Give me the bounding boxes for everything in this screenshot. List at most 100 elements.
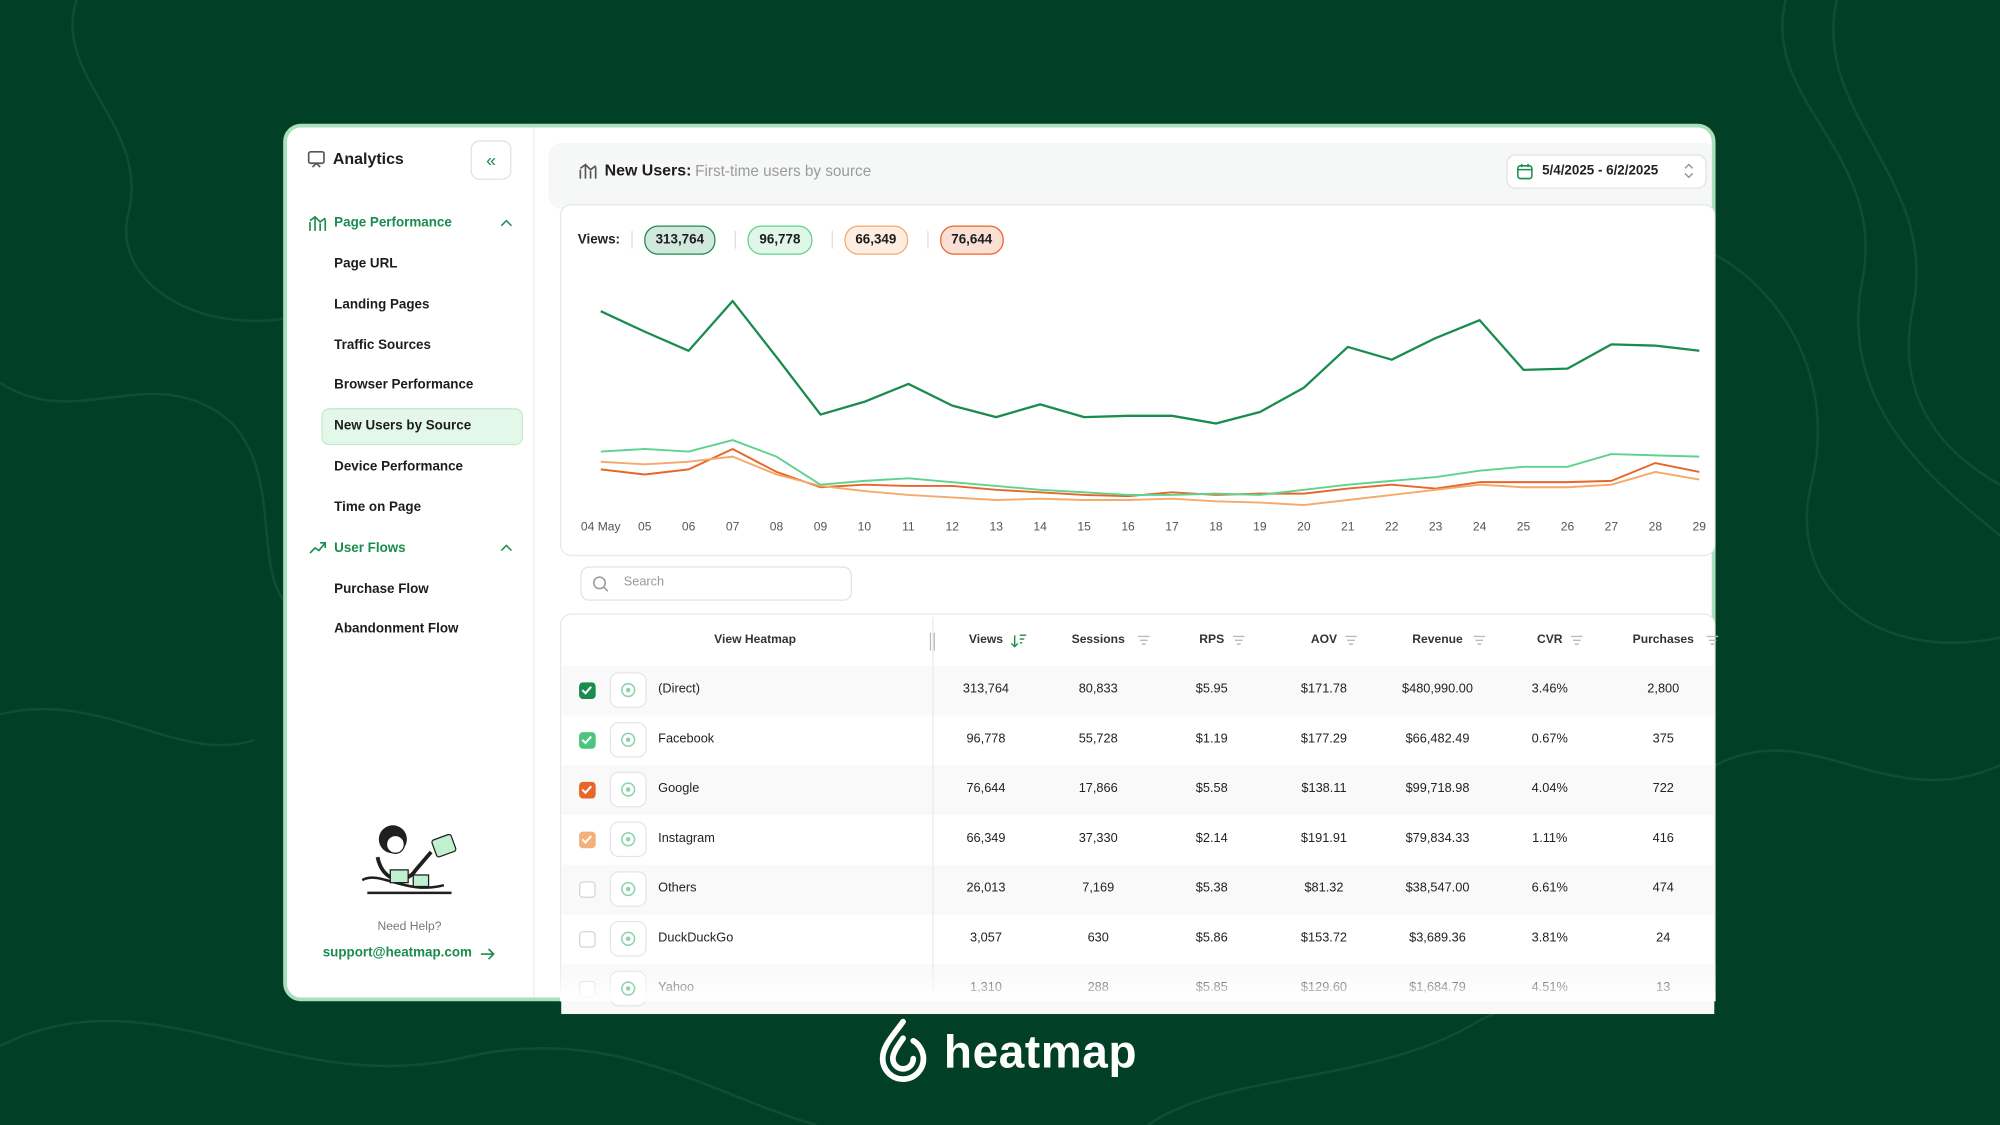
nav-item[interactable]: Abandonment Flow: [334, 621, 459, 637]
nav-item[interactable]: Device Performance: [334, 458, 463, 475]
brand-name: heatmap: [943, 1025, 1138, 1078]
section-header[interactable]: User Flows: [334, 539, 406, 556]
table-cell: 375: [1652, 732, 1674, 747]
nav-item[interactable]: Traffic Sources: [334, 337, 431, 353]
date-picker[interactable]: [1506, 154, 1707, 189]
heatmap-icon: [621, 732, 636, 747]
heatmap-icon: [621, 931, 636, 946]
nav-item[interactable]: Browser Performance: [334, 377, 474, 394]
x-tick-label: 06: [682, 520, 696, 534]
search-box[interactable]: [580, 566, 853, 601]
table-cell: 0.67%: [1531, 732, 1568, 747]
table-cell: 313,764: [962, 682, 1010, 697]
column-header[interactable]: Sessions: [1071, 632, 1125, 648]
column-header[interactable]: CVR: [1536, 632, 1563, 648]
legend-pill[interactable]: 66,349: [843, 225, 908, 255]
filter-icon: [1345, 635, 1357, 645]
x-tick-label: 07: [726, 520, 740, 534]
section-chevron: [500, 219, 513, 227]
table-cell: $5.38: [1195, 881, 1228, 896]
table-cell: 474: [1652, 881, 1674, 896]
support-email[interactable]: support@heatmap.com: [322, 944, 472, 961]
legend-pill[interactable]: 96,778: [747, 225, 812, 255]
table-cell: $5.86: [1195, 931, 1228, 946]
source-name: Facebook: [658, 732, 715, 747]
row-checkbox[interactable]: [578, 880, 596, 898]
table-cell: $3,689.36: [1409, 931, 1466, 946]
row-checkbox[interactable]: [578, 781, 596, 798]
row-checkbox[interactable]: [578, 731, 596, 749]
table-cell: 630: [1087, 931, 1109, 946]
sort-icon: [1010, 634, 1027, 648]
x-tick-label: 17: [1165, 520, 1179, 534]
table-cell: 37,330: [1078, 831, 1118, 846]
table-cell: $66,482.49: [1405, 732, 1470, 747]
row-stripe: [561, 665, 1715, 715]
resize-handle[interactable]: [929, 632, 935, 651]
column-header[interactable]: Purchases: [1632, 632, 1694, 648]
table-cell: 6.61%: [1531, 881, 1568, 896]
x-tick-label: 04 May: [581, 520, 622, 534]
column-header[interactable]: AOV: [1310, 632, 1338, 648]
table-cell: $480,990.00: [1402, 682, 1473, 697]
filter-icon: [1706, 635, 1719, 645]
x-tick-label: 11: [902, 520, 915, 534]
source-name: Instagram: [658, 831, 715, 846]
table-cell: $38,547.00: [1405, 881, 1470, 896]
page-subtitle: First-time users by source: [695, 161, 872, 180]
legend-pill[interactable]: 76,644: [939, 225, 1004, 255]
column-header[interactable]: Revenue: [1412, 632, 1463, 648]
table-cell: 96,778: [966, 732, 1006, 747]
heatmap-icon: [621, 832, 636, 847]
table-cell: 26,013: [966, 881, 1006, 896]
heatmap-button[interactable]: [609, 672, 647, 708]
x-tick-label: 12: [946, 520, 960, 534]
heatmap-icon-dot: [625, 687, 631, 693]
nav-item[interactable]: Landing Pages: [334, 296, 430, 312]
table-cell: 3.46%: [1531, 682, 1568, 697]
table-cell: 24: [1656, 931, 1671, 946]
row-checkbox[interactable]: [578, 681, 596, 699]
collapse-button[interactable]: «: [470, 140, 512, 180]
heatmap-icon-dot: [625, 936, 631, 942]
separator: [631, 230, 633, 249]
active-item-highlight: [321, 407, 523, 445]
x-tick-label: 09: [814, 520, 828, 534]
series-line: [600, 299, 1700, 425]
row-stripe: [561, 864, 1715, 914]
row-checkbox[interactable]: [578, 930, 596, 948]
section-icon: [309, 215, 327, 231]
x-tick-label: 13: [989, 520, 1003, 534]
x-tick-label: 10: [858, 520, 872, 534]
chart-card: [559, 204, 1716, 557]
check-mark: [581, 686, 592, 695]
scroll-fade: [559, 966, 1716, 1002]
column-header[interactable]: View Heatmap: [714, 632, 797, 648]
table-cell: 76,644: [966, 781, 1006, 796]
help-text: Need Help?: [377, 919, 442, 934]
analytics-icon: [307, 150, 325, 168]
x-tick-label: 22: [1385, 520, 1399, 534]
date-chevrons: [1684, 163, 1694, 179]
sidebar-title: Analytics: [332, 150, 404, 169]
source-name: Google: [658, 781, 700, 796]
x-tick-label: 25: [1517, 520, 1531, 534]
table-cell: 55,728: [1078, 732, 1118, 747]
nav-item[interactable]: Time on Page: [334, 499, 422, 515]
table-cell: 722: [1652, 781, 1674, 796]
series-line: [600, 439, 1700, 496]
column-header[interactable]: RPS: [1199, 632, 1225, 648]
section-header[interactable]: Page Performance: [334, 215, 452, 231]
heatmap-icon-dot: [625, 737, 631, 743]
table-cell: $153.72: [1300, 931, 1348, 946]
row-checkbox[interactable]: [578, 830, 596, 848]
nav-item[interactable]: Page URL: [334, 256, 398, 272]
table-cell: $1.19: [1195, 732, 1228, 747]
nav-item[interactable]: Purchase Flow: [334, 580, 429, 597]
heatmap-icon: [621, 881, 636, 897]
column-header[interactable]: Views: [968, 632, 1004, 648]
table-cell: $5.58: [1195, 781, 1228, 796]
nav-item[interactable]: New Users by Source: [334, 418, 472, 434]
legend-pill[interactable]: 313,764: [644, 225, 716, 255]
